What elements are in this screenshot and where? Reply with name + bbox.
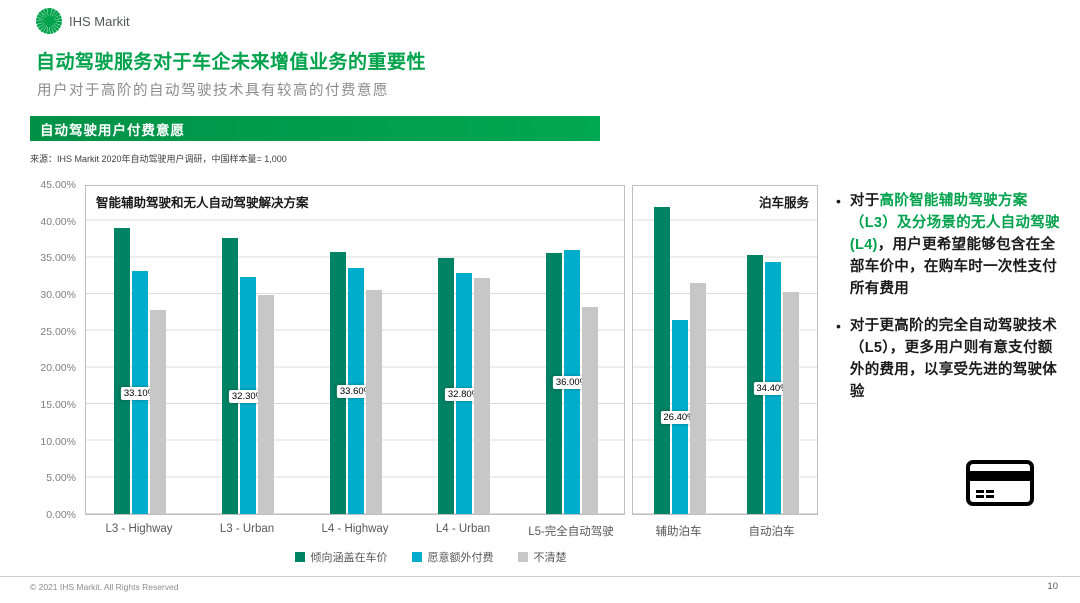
bullet-text: 对于更高阶的完全自动驾驶技术 （L5），更多用户则有意支付额外的费用，以享受先进…	[850, 315, 1062, 403]
legend-swatch-icon	[294, 552, 305, 562]
chart-legend: 倾向涵盖在车价 愿意额外付费 不清楚	[28, 549, 833, 565]
legend-swatch-icon	[517, 552, 528, 562]
bar-series-0	[222, 238, 238, 514]
payment-card-icon	[966, 460, 1034, 506]
bar-chart: 倾向涵盖在车价 愿意额外付费 不清楚 0.00% 5.00% 10.00% 15.00% 2…	[28, 179, 833, 580]
bar-series-0	[653, 206, 670, 514]
y-axis-tick: 45.00%	[40, 179, 76, 191]
section-banner-label: 自动驾驶用户付费意愿	[40, 122, 185, 138]
page-subtitle: 用户对于高阶的自动驾驶技术具有较高的付费意愿	[37, 83, 389, 99]
insights-panel: • 对于高阶智能辅助驾驶方案 （L3）及分场景的无人自动驾驶(L4)，用户更希望…	[836, 190, 1062, 418]
data-label: 33.10%	[120, 386, 160, 400]
legend-item: 倾向涵盖在车价	[294, 549, 388, 565]
section-banner: 自动驾驶用户付费意愿	[30, 116, 600, 141]
legend-item: 愿意额外付费	[411, 549, 494, 565]
y-axis-tick: 10.00%	[40, 435, 76, 448]
data-label: 34.40%	[753, 381, 792, 395]
x-axis-label: L4 - Urban	[435, 523, 491, 535]
page-title: 自动驾驶服务对于车企未来增值业务的重要性	[36, 52, 427, 73]
bullet-item: • 对于更高阶的完全自动驾驶技术 （L5），更多用户则有意支付额外的费用，以享受…	[836, 315, 1062, 403]
x-axis-label: L5-完全自动驾驶	[528, 526, 614, 538]
bar-series-0	[330, 252, 346, 514]
bar-series-2	[258, 294, 274, 514]
legend-label: 不清楚	[533, 552, 567, 564]
y-axis-tick: 5.00%	[46, 472, 76, 485]
ihs-markit-logo-icon	[36, 8, 62, 34]
y-axis-tick: 30.00%	[40, 289, 76, 301]
bullet-marker: •	[836, 318, 841, 334]
data-label: 32.80%	[444, 387, 484, 401]
panel-title: 泊车服务	[758, 196, 809, 210]
chart-panel: 智能辅助驾驶和无人自动驾驶解决方案 33.10% 32.30% 33.60% 32.80…	[85, 185, 625, 515]
bullet-rest: 对于更高阶的完全自动驾驶技术 （L5），更多用户则有意支付额外的费用，以享受先进…	[849, 318, 1058, 400]
x-axis-label: L3 - Highway	[105, 523, 173, 535]
page-number: 10	[1047, 581, 1058, 592]
y-axis-tick: 35.00%	[40, 252, 76, 265]
y-axis-tick: 25.00%	[40, 325, 76, 338]
data-label: 36.00%	[552, 376, 592, 389]
x-axis-label: L4 - Highway	[321, 523, 389, 535]
brand-name: IHS Markit	[69, 13, 130, 29]
legend-swatch-icon	[411, 552, 422, 562]
bar-series-0	[114, 228, 130, 514]
y-axis-tick: 20.00%	[40, 362, 76, 375]
data-label: 26.40%	[660, 411, 699, 425]
legend-label: 倾向涵盖在车价	[310, 552, 388, 564]
bar-series-2	[366, 289, 382, 514]
footer-divider	[0, 576, 1080, 577]
brand-header: IHS Markit	[36, 8, 130, 34]
panel-title: 智能辅助驾驶和无人自动驾驶解决方案	[96, 196, 309, 210]
bullet-prefix: 对于	[849, 193, 880, 209]
data-label: 33.60%	[336, 384, 376, 398]
y-axis-tick: 40.00%	[40, 215, 76, 228]
bar-series-2	[689, 283, 706, 514]
bar-series-2	[150, 310, 166, 514]
y-axis-tick: 15.00%	[40, 399, 76, 411]
bar-series-0	[438, 258, 454, 514]
source-note: 来源：IHS Markit 2020年自动驾驶用户调研，中国样本量= 1,000	[30, 154, 287, 164]
bullet-rest: ，用户更希望能够包含在全部车价中，在购车时一次性支付所有费用	[849, 237, 1058, 297]
bullet-item: • 对于高阶智能辅助驾驶方案 （L3）及分场景的无人自动驾驶(L4)，用户更希望…	[836, 190, 1062, 300]
bar-series-2	[582, 307, 598, 514]
legend-item: 不清楚	[517, 549, 567, 565]
data-label: 32.30%	[228, 389, 268, 403]
copyright-text: © 2021 IHS Markit. All Rights Reserved	[30, 582, 179, 592]
bullet-highlight: 高阶智能辅助驾驶方案 （L3）及分场景的无人自动驾驶(L4)	[849, 193, 1060, 253]
x-axis-label: 辅助泊车	[655, 526, 702, 538]
bar-series-2	[474, 277, 490, 514]
x-axis-label: 自动泊车	[748, 526, 795, 538]
bullet-text: 对于高阶智能辅助驾驶方案 （L3）及分场景的无人自动驾驶(L4)，用户更希望能够…	[850, 190, 1062, 300]
legend-label: 愿意额外付费	[427, 552, 494, 564]
bar-series-2	[782, 291, 799, 514]
y-axis-tick: 0.00%	[46, 509, 76, 521]
bullet-marker: •	[836, 193, 841, 209]
chart-panel: 泊车服务 26.40% 34.40%	[632, 185, 818, 515]
x-axis-label: L3 - Urban	[219, 523, 275, 535]
